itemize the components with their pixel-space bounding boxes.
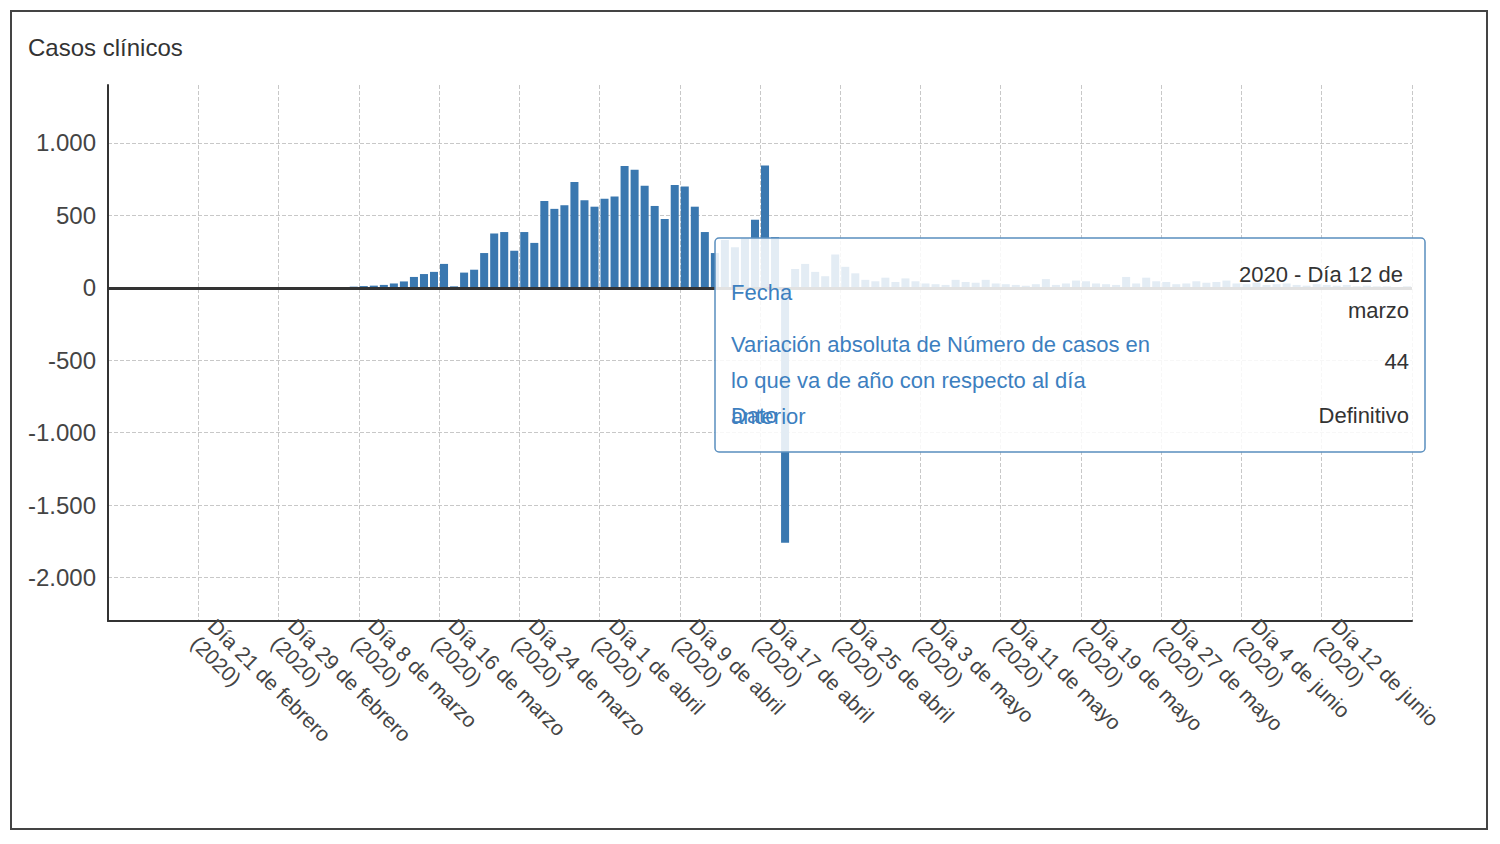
svg-text:Día 16 de marzo: Día 16 de marzo: [444, 614, 571, 741]
svg-text:0: 0: [83, 274, 96, 301]
svg-text:Día 17 de abril: Día 17 de abril: [765, 614, 879, 728]
svg-text:Definitivo: Definitivo: [1319, 403, 1409, 428]
svg-text:500: 500: [56, 202, 96, 229]
svg-text:Día 9 de abril: Día 9 de abril: [685, 614, 790, 719]
svg-text:Día 25 de abril: Día 25 de abril: [845, 614, 959, 728]
svg-text:(2020): (2020): [347, 631, 406, 690]
svg-text:Día 19 de mayo: Día 19 de mayo: [1086, 614, 1208, 736]
svg-text:(2020): (2020): [989, 631, 1048, 690]
svg-text:44: 44: [1385, 349, 1409, 374]
svg-text:Fecha: Fecha: [731, 280, 793, 305]
svg-text:Casos clínicos: Casos clínicos: [28, 34, 183, 61]
svg-text:Día 27 de mayo: Día 27 de mayo: [1166, 614, 1288, 736]
svg-text:Día 8 de marzo: Día 8 de marzo: [364, 614, 482, 733]
svg-text:Día 4 de junio: Día 4 de junio: [1246, 614, 1355, 723]
svg-text:(2020): (2020): [1230, 631, 1289, 690]
svg-text:anterior: anterior: [731, 404, 806, 429]
svg-text:-2.000: -2.000: [28, 564, 96, 591]
svg-text:(2020): (2020): [748, 631, 807, 690]
svg-text:Variación absoluta de Número d: Variación absoluta de Número de casos en: [731, 332, 1156, 357]
svg-text:Día 11 de mayo: Día 11 de mayo: [1006, 614, 1126, 735]
svg-text:lo que va de año con respecto: lo que va de año con respecto al día: [731, 368, 1092, 393]
svg-text:(2020): (2020): [1069, 631, 1128, 690]
svg-text:(2020): (2020): [508, 631, 567, 690]
svg-text:(2020): (2020): [1310, 631, 1369, 690]
svg-text:(2020): (2020): [427, 631, 486, 690]
svg-text:(2020): (2020): [829, 631, 888, 690]
svg-text:Día 29 de febrero: Día 29 de febrero: [283, 614, 416, 747]
svg-text:(2020): (2020): [588, 631, 647, 690]
svg-text:(2020): (2020): [668, 631, 727, 690]
svg-text:(2020): (2020): [909, 631, 968, 690]
svg-text:-500: -500: [48, 347, 96, 374]
svg-text:(2020): (2020): [187, 631, 246, 690]
svg-text:-1.000: -1.000: [28, 419, 96, 446]
svg-text:Día 24 de marzo: Día 24 de marzo: [524, 614, 651, 741]
svg-text:1.000: 1.000: [36, 129, 96, 156]
svg-text:-1.500: -1.500: [28, 492, 96, 519]
svg-text:(2020): (2020): [267, 631, 326, 690]
svg-text:marzo: marzo: [1348, 298, 1409, 323]
svg-text:2020 - Día 12 de: 2020 - Día 12 de: [1239, 262, 1409, 287]
svg-text:Día 1 de abril: Día 1 de abril: [604, 614, 710, 719]
svg-text:Día 3 de mayo: Día 3 de mayo: [925, 614, 1039, 728]
svg-text:Día 21 de febrero: Día 21 de febrero: [203, 614, 336, 747]
svg-text:Día 12 de junio: Día 12 de junio: [1327, 614, 1444, 731]
svg-text:(2020): (2020): [1150, 631, 1209, 690]
svg-text:Dato: Dato: [731, 403, 777, 428]
